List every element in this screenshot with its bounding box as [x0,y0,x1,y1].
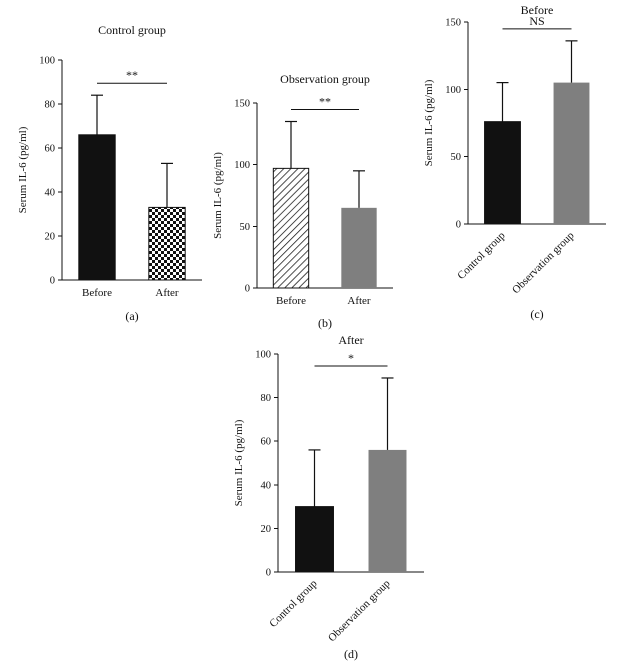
bar-after [148,206,186,281]
chart-title: Observation group [280,72,370,86]
y-axis-title: Serum IL-6 (pg/ml) [233,419,245,506]
panel-caption: (d) [344,647,358,661]
y-axis-title: Serum IL-6 (pg/ml) [423,79,435,166]
y-tick-label: 60 [261,437,272,448]
y-tick-label: 100 [255,350,271,361]
panel-b: Observation group 0 50 100 150 Serum IL-6 (pg… [212,55,411,333]
y-tick-label: 60 [45,144,56,155]
category-label-after: After [155,287,179,299]
y-tick-label: 0 [245,284,250,295]
y-axis-title: Serum IL-6 (pg/ml) [212,152,224,239]
chart-title: Before [521,3,554,17]
y-tick-label: 40 [45,188,56,199]
significance-label: NS [529,14,544,28]
category-label-after: After [347,295,371,307]
y-tick-label: 80 [261,393,272,404]
y-tick-label: 20 [261,524,272,535]
panel-a: Control group 0 20 40 60 80 100 Serum IL-6 (pg/… [8,8,214,330]
y-tick-label: 0 [456,220,461,231]
bar-before [272,167,310,289]
panel-caption: (b) [318,316,332,330]
bar-after [341,207,377,288]
category-label-observation-group: Observation group [510,229,577,296]
y-tick-label: 150 [445,18,461,29]
y-tick-label: 0 [50,276,55,287]
significance-label: ** [319,95,331,109]
chart-b-canvas: Observation group 0 50 100 150 Serum IL-6 (pg… [212,72,393,330]
category-label-control-group: Control group [267,577,320,630]
bar-observation-group [553,82,590,224]
y-axis-title: Serum IL-6 (pg/ml) [17,126,29,213]
chart-title: After [338,333,363,347]
chart-c-canvas: Before 0 50 100 150 Serum IL-6 (pg/ml) Control… [423,3,606,321]
chart-d-canvas: After 0 20 40 60 80 100 Serum IL-6 (pg/ml) Contr… [233,333,424,661]
bar-before [78,134,116,281]
y-tick-label: 20 [45,232,56,243]
category-label-observation-group: Observation group [326,577,393,644]
bar-control-group [295,506,334,573]
panel-caption: (c) [530,307,543,321]
bar-observation-group [368,449,407,572]
bar-control-group [484,121,521,225]
panel-c: Before 0 50 100 150 Serum IL-6 (pg/ml) Control… [423,2,617,330]
category-label-control-group: Control group [455,229,508,282]
chart-a-canvas: Control group 0 20 40 60 80 100 Serum IL-6 (pg/… [17,23,202,323]
y-tick-label: 0 [266,568,271,579]
y-tick-label: 100 [445,85,461,96]
y-tick-label: 150 [234,99,250,110]
chart-title: Control group [98,23,166,37]
category-label-before: Before [82,287,112,299]
y-tick-label: 80 [45,100,56,111]
y-tick-label: 50 [240,222,251,233]
panel-d: After 0 20 40 60 80 100 Serum IL-6 (pg/ml) Contr… [228,332,438,668]
y-tick-label: 100 [234,160,250,171]
y-tick-label: 40 [261,480,272,491]
category-label-before: Before [276,295,306,307]
significance-label: ** [126,68,138,82]
panel-caption: (a) [125,309,138,323]
significance-label: * [348,351,354,365]
y-tick-label: 100 [39,56,55,67]
y-tick-label: 50 [451,152,462,163]
